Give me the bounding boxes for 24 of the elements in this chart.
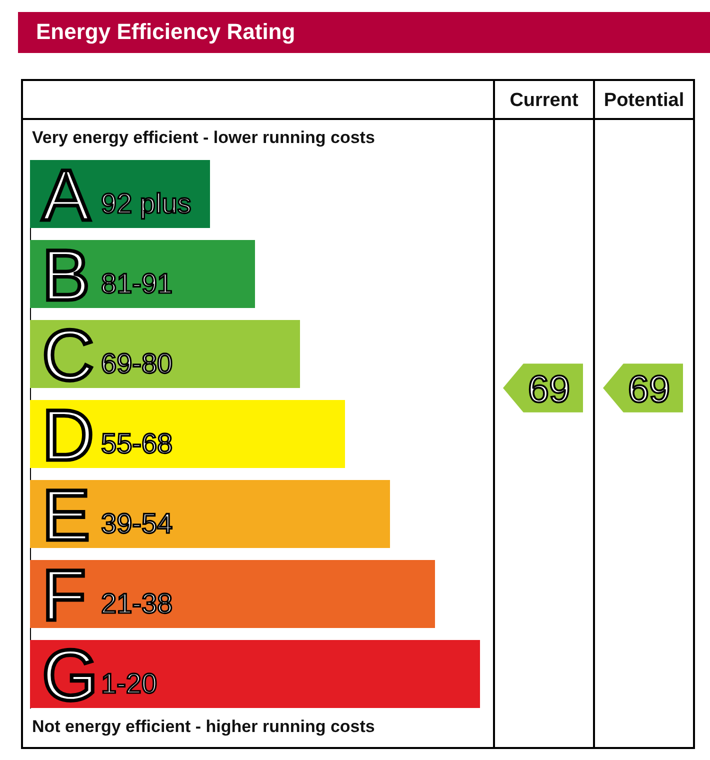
text: Not energy efficient - higher running costs [32,717,375,736]
annotation: 92 plus [101,188,192,219]
chart-title: Energy Efficiency Rating [36,19,296,44]
category-label: Potential [604,90,684,111]
data-label: 69 [528,369,570,411]
y-tick-label: D [42,396,94,476]
y-tick-label: F [42,556,86,636]
text: Very energy efficient - lower running costs [32,128,375,147]
y-tick-label: E [42,476,90,556]
data-label: 69 [628,369,670,411]
y-tick-label: C [42,316,94,396]
annotation: 39-54 [101,508,173,539]
bar [30,640,480,708]
annotation: 81-91 [101,268,173,299]
bar [30,560,435,628]
bar [30,480,390,548]
y-tick-label: G [42,636,98,716]
category-label: Current [510,90,579,111]
annotation: 1-20 [101,668,158,699]
y-tick-label: A [42,156,90,236]
annotation: 69-80 [101,348,173,379]
y-tick-label: B [42,236,90,316]
annotation: 21-38 [101,588,173,619]
annotation: 55-68 [101,428,173,459]
